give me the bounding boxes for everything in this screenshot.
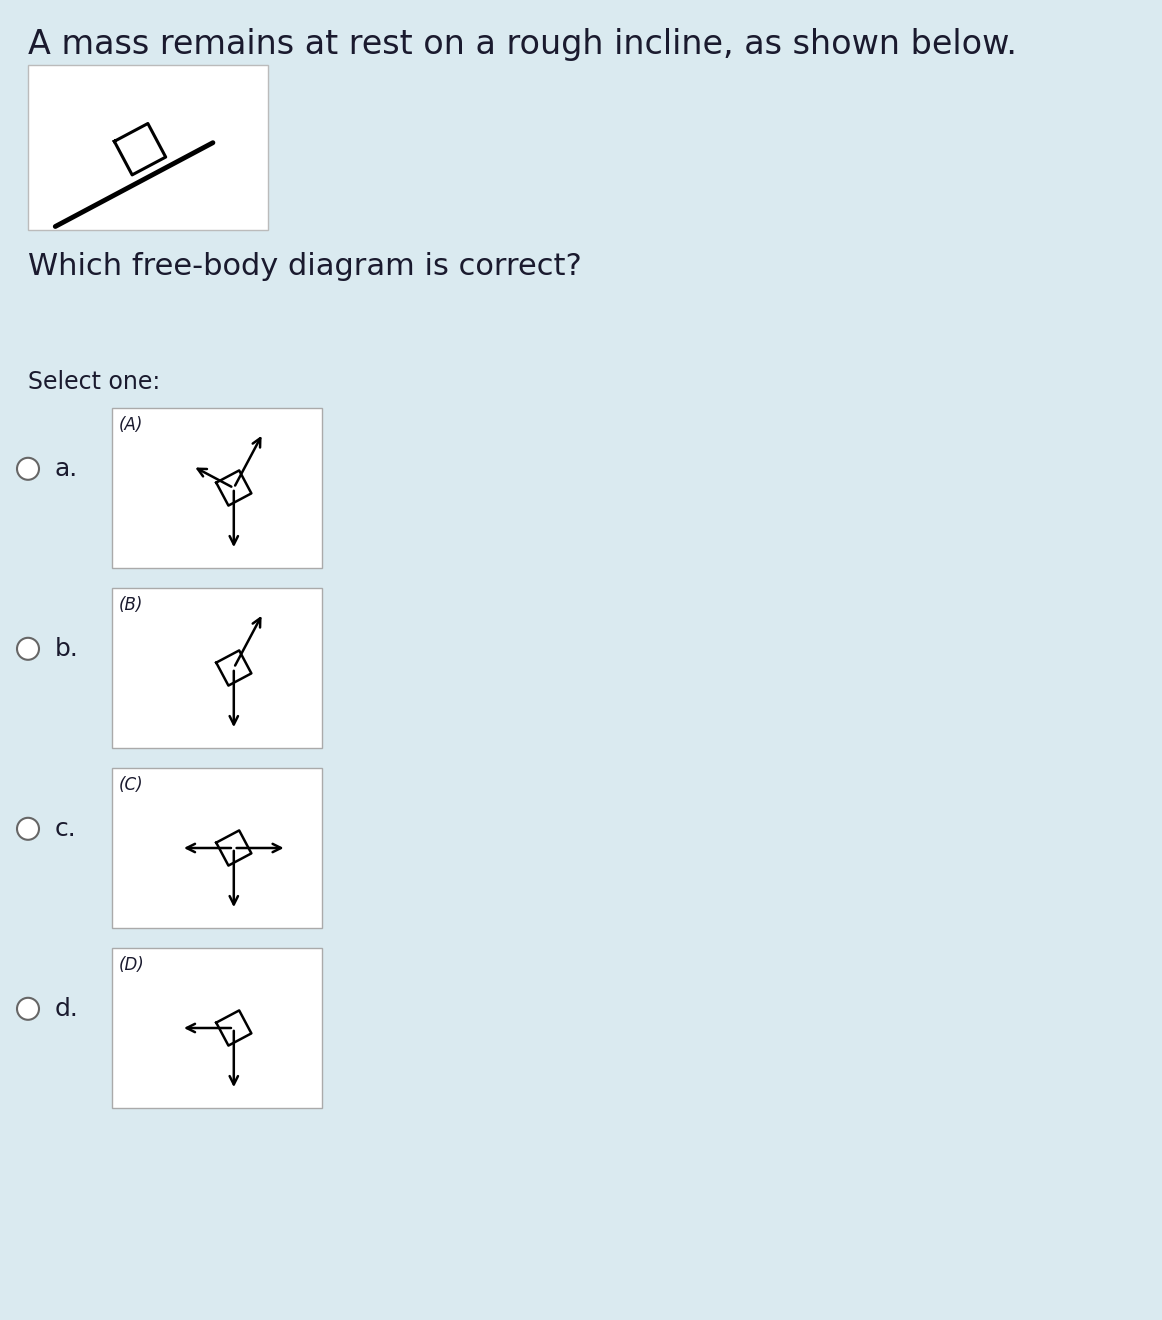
Bar: [112, 768, 322, 928]
Bar: [112, 408, 322, 568]
Text: c.: c.: [55, 817, 77, 841]
Bar: [112, 948, 322, 1107]
Text: b.: b.: [55, 636, 79, 661]
Text: a.: a.: [55, 457, 78, 480]
Text: (B): (B): [119, 597, 143, 614]
Circle shape: [17, 638, 40, 660]
Bar: [28, 65, 268, 230]
Text: Select one:: Select one:: [28, 370, 160, 393]
Text: (C): (C): [119, 776, 144, 795]
Text: (A): (A): [119, 416, 143, 434]
Text: A mass remains at rest on a rough incline, as shown below.: A mass remains at rest on a rough inclin…: [28, 28, 1017, 61]
Circle shape: [17, 818, 40, 840]
Text: d.: d.: [55, 997, 79, 1020]
Circle shape: [17, 998, 40, 1020]
Text: Which free-body diagram is correct?: Which free-body diagram is correct?: [28, 252, 582, 281]
Circle shape: [17, 458, 40, 479]
Bar: [112, 587, 322, 748]
Text: (D): (D): [119, 956, 145, 974]
